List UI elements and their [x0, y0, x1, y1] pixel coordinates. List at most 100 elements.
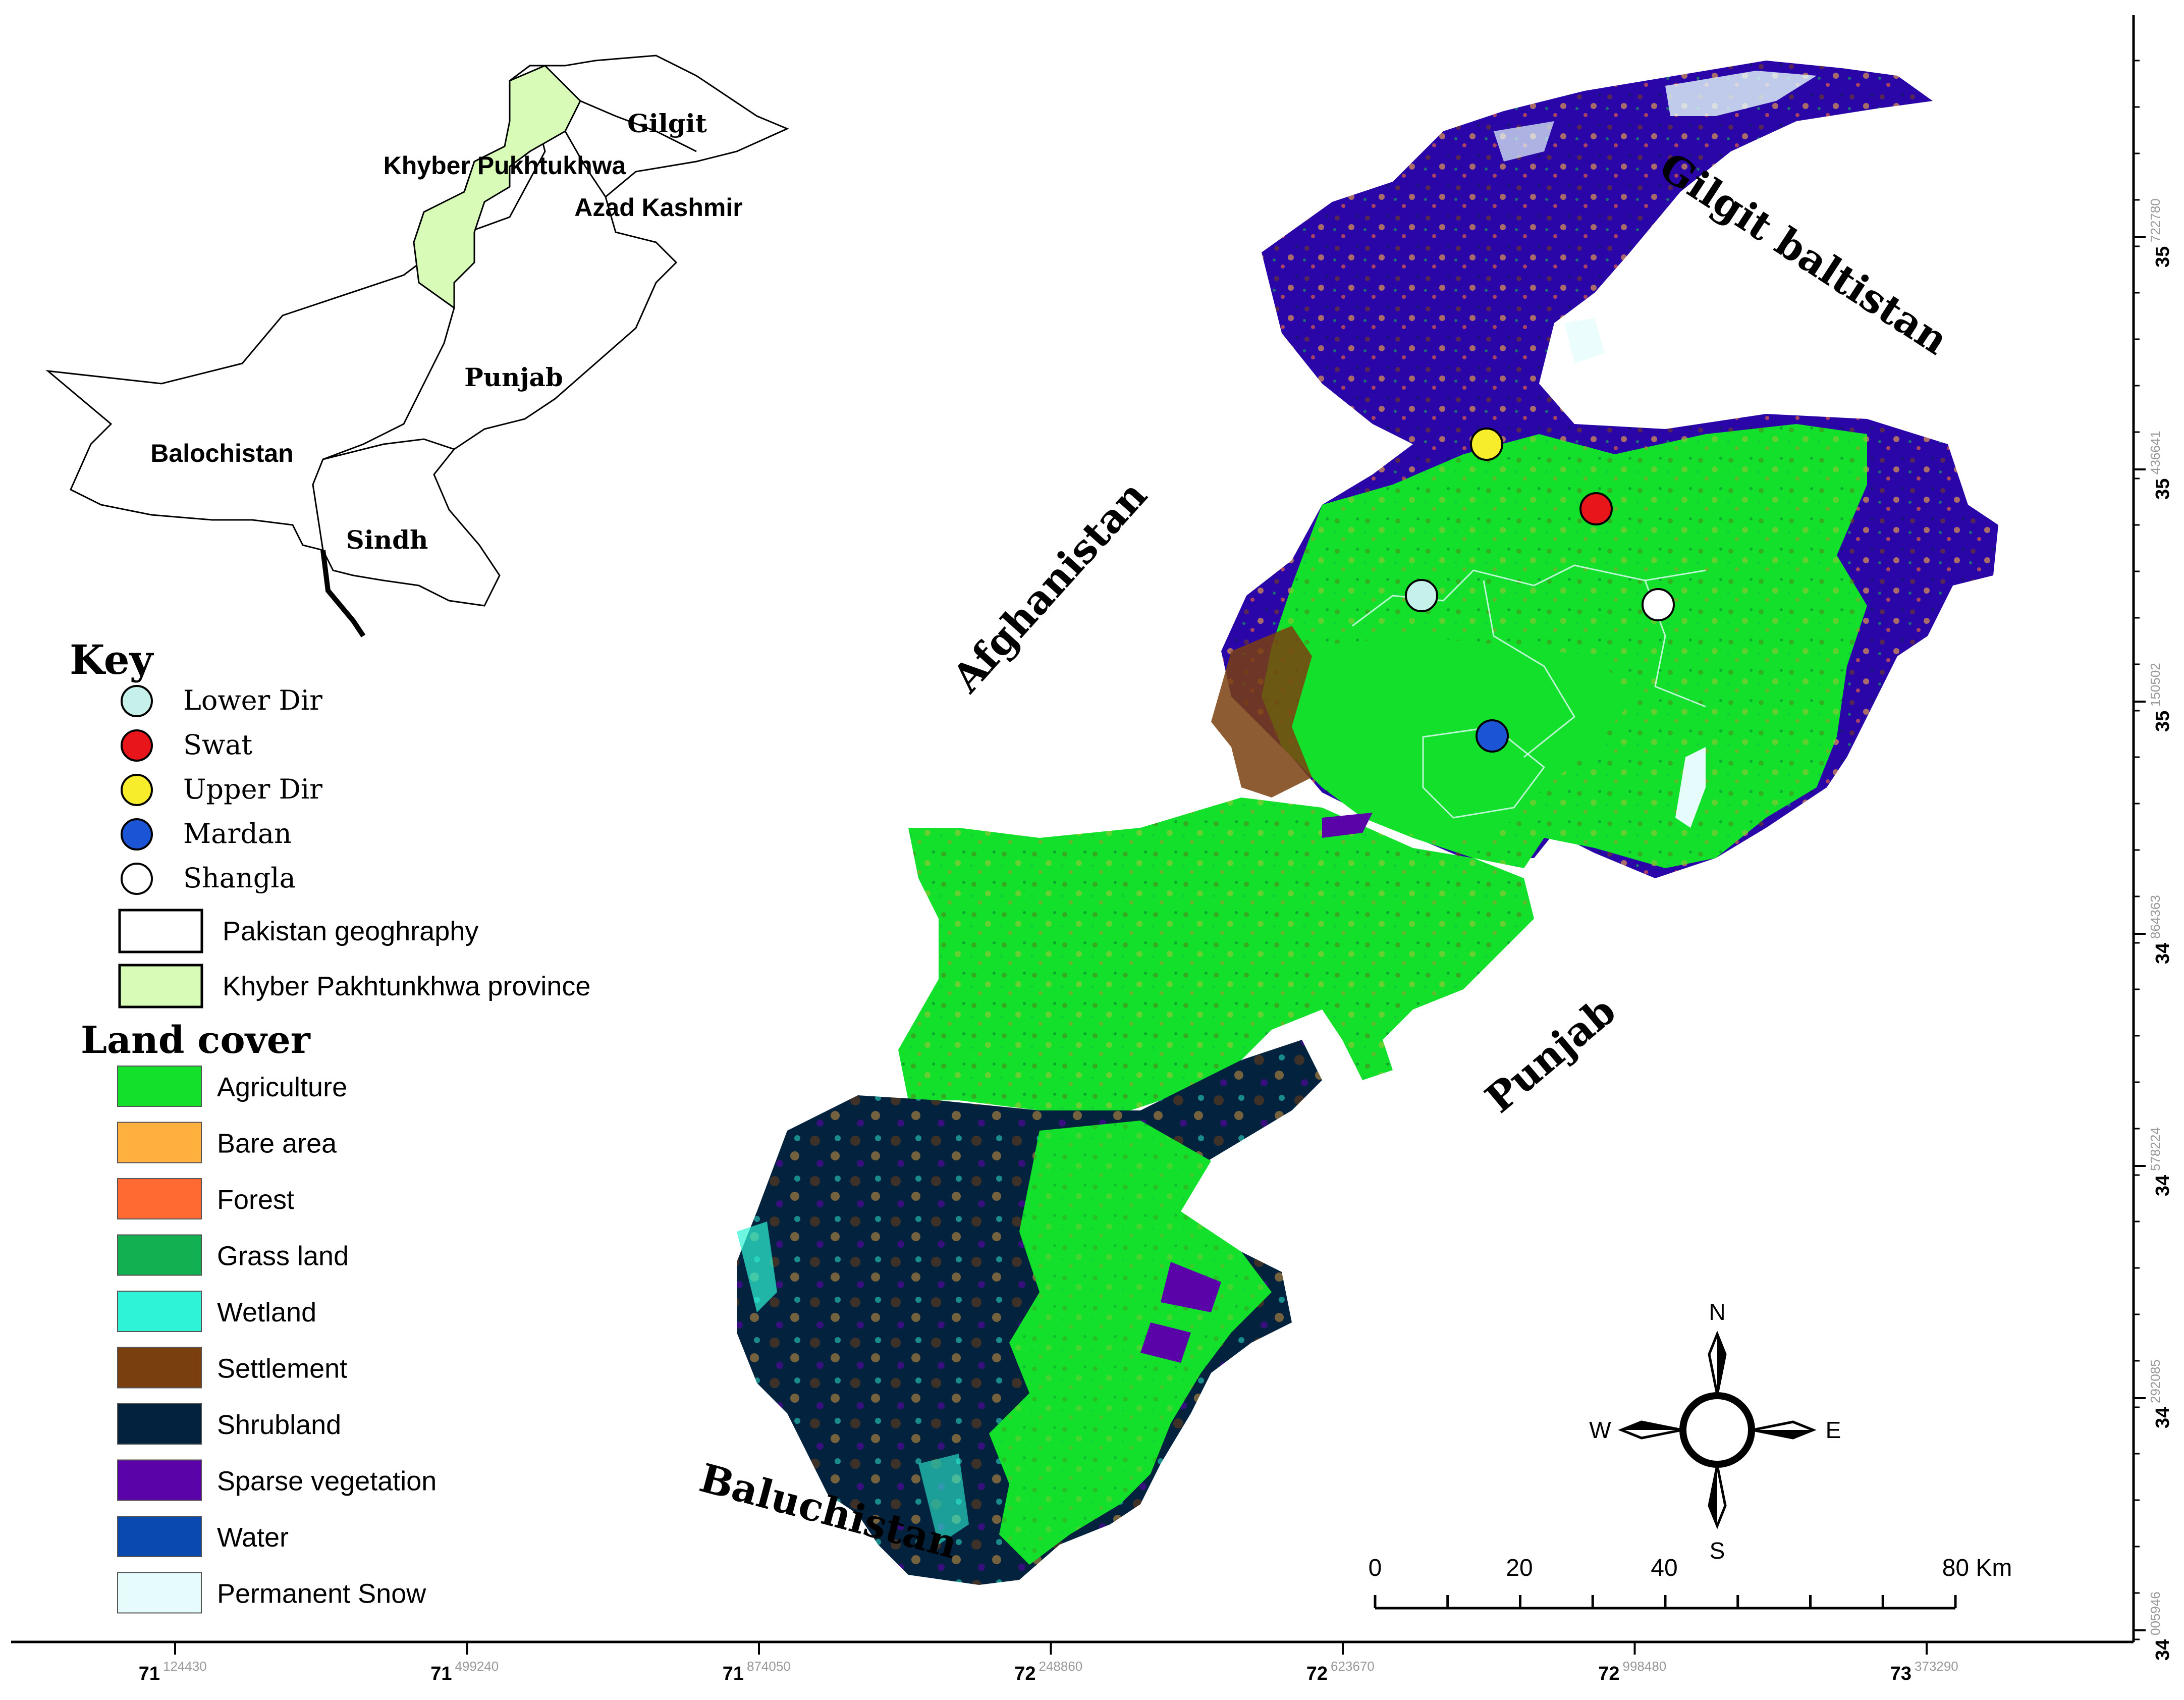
compass-label-w: W: [1589, 1417, 1611, 1443]
key-label: Lower Dir: [183, 684, 322, 716]
snow-patch: [1494, 121, 1554, 162]
mardan-valley: [1292, 636, 1635, 838]
wetland-patch: [737, 1221, 777, 1312]
x-tick-label: 71: [430, 1663, 452, 1684]
inset-boundary-sindh: [322, 438, 455, 460]
key-area-label: Khyber Pakhtunkhwa province: [223, 971, 590, 1001]
inset-boundary-azad-kashmir: [564, 131, 607, 197]
coordinate-frame: 71 124430 71 499240 71 874050 72 248860 72 623670…: [11, 15, 2173, 1684]
key-area-swatch: [118, 964, 203, 1008]
y-tick-label-group: 35 150502: [2148, 663, 2173, 732]
x-tick-minor-label: 499240: [455, 1659, 499, 1674]
land-cover-title: Land cover: [81, 1019, 311, 1062]
legend-land-cover: Land cover Agriculture Bare area Forest Gra…: [81, 1019, 436, 1614]
marker-mardan: [1476, 719, 1509, 753]
key-marker-upper-dir: [121, 774, 153, 806]
y-tick-label-group: 34 292085: [2148, 1359, 2173, 1428]
inset-label-kp: Khyber Pukhtukhwa: [384, 151, 627, 180]
x-tick-label: 71: [139, 1663, 160, 1684]
scale-label-80: 80 Km: [1942, 1555, 2012, 1581]
middle-belt-texture: [898, 798, 1534, 1110]
inset-label-sindh: Sindh: [346, 525, 428, 555]
y-tick-label: 35: [2152, 711, 2173, 732]
label-punjab: Punjab: [1477, 988, 1624, 1122]
key-label: Upper Dir: [183, 773, 322, 805]
label-gilgit-baltistan: Gilgit baltistan: [1652, 144, 1956, 364]
land-cover-label: Wetland: [217, 1297, 316, 1327]
y-tick-label-group: 35 436641: [2148, 431, 2173, 500]
west-strip: [1211, 626, 1312, 798]
y-tick-minor-label: 722780: [2148, 198, 2163, 242]
land-cover-swatch-forest: [117, 1178, 202, 1219]
x-tick-minor-label: 874050: [747, 1659, 791, 1674]
compass-label-n: N: [1709, 1299, 1725, 1325]
inset-label-azad-kashmir: Azad Kashmir: [574, 193, 742, 222]
x-tick-minor-label: 248860: [1039, 1659, 1083, 1674]
marker-swat: [1579, 492, 1613, 525]
y-tick-minor-label: 578224: [2148, 1127, 2163, 1171]
x-tick-minor-label: 998480: [1623, 1659, 1667, 1674]
compass-ring: [1679, 1392, 1755, 1468]
key-area-label: Pakistan geoghraphy: [223, 916, 478, 946]
sparse-patch: [1161, 1262, 1221, 1312]
key-district-entries: Lower Dir Swat Upper Dir Mardan Shangla: [121, 684, 322, 895]
inset-boundary-punjab: [312, 307, 455, 551]
land-cover-swatch-shrubland: [117, 1403, 202, 1445]
y-tick-minor-label: 150502: [2148, 663, 2163, 707]
y-tick-label: 35: [2152, 246, 2173, 268]
sparse-patch: [1140, 1322, 1191, 1363]
y-tick-minor-label: 436641: [2148, 431, 2163, 474]
land-cover-label: Agriculture: [217, 1072, 347, 1102]
tarbela-reservoir: [1675, 747, 1706, 828]
scale-bar: 0 20 40 80 Km: [1369, 1555, 2012, 1610]
x-axis-ticks: 71 124430 71 499240 71 874050 72 248860 72 623670…: [139, 1642, 1958, 1684]
land-cover-swatch-permanent-snow: [117, 1572, 202, 1614]
marker-shangla: [1642, 588, 1675, 621]
key-marker-swat: [121, 729, 153, 762]
y-tick-label: 34: [2152, 943, 2173, 964]
inset-coastline-delta: [320, 550, 366, 638]
x-tick-label: 71: [723, 1663, 744, 1684]
y-axis-ticks: 35 722780 35 436641 35 150502 34 864363 34 578224…: [2134, 60, 2173, 1661]
y-tick-label-group: 34 005946: [2148, 1591, 2173, 1661]
scale-label-40: 40: [1651, 1555, 1677, 1581]
x-tick-label: 73: [1890, 1663, 1912, 1684]
key-label: Shangla: [183, 862, 296, 894]
land-cover-label: Grass land: [217, 1241, 349, 1271]
land-cover-label: Shrubland: [217, 1410, 341, 1440]
y-tick-label-group: 34 864363: [2148, 895, 2173, 964]
inset-kp-province: [413, 65, 581, 309]
label-afghanistan: Afghanistan: [943, 472, 1156, 702]
inset-label-balochistan: Balochistan: [150, 439, 293, 467]
district-boundary: [1352, 564, 1706, 627]
land-cover-swatch-settlement: [117, 1347, 202, 1389]
compass-needle-fill: [1621, 1334, 1813, 1526]
land-cover-label: Permanent Snow: [217, 1579, 426, 1609]
marker-lower-dir: [1405, 579, 1438, 612]
scale-label-20: 20: [1506, 1555, 1533, 1581]
district-markers: [1405, 428, 1675, 753]
key-area-swatch: [118, 909, 203, 953]
land-cover-label: Forest: [217, 1185, 294, 1215]
snow-patch: [1564, 318, 1605, 363]
key-marker-shangla: [121, 863, 153, 895]
inset-boundary-gilgit: [580, 100, 697, 152]
compass-label-s: S: [1710, 1537, 1725, 1564]
y-tick-minor-label: 005946: [2148, 1591, 2163, 1635]
wetland-patch: [918, 1454, 969, 1545]
x-tick-minor-label: 124430: [163, 1659, 207, 1674]
inset-label-gilgit: Gilgit: [627, 109, 707, 138]
y-tick-label-group: 34 578224: [2148, 1127, 2173, 1196]
y-tick-label: 35: [2152, 479, 2173, 500]
key-title: Key: [70, 636, 154, 683]
land-cover-label: Water: [217, 1522, 289, 1553]
y-tick-label: 34: [2152, 1639, 2173, 1661]
north-arrow: N S E W: [1589, 1299, 1841, 1564]
land-cover-swatch-agriculture: [117, 1066, 202, 1107]
inset-label-punjab: Punjab: [464, 362, 563, 392]
marker-upper-dir: [1470, 428, 1503, 461]
sparse-patch: [1322, 813, 1373, 838]
land-cover-label: Settlement: [217, 1354, 347, 1384]
